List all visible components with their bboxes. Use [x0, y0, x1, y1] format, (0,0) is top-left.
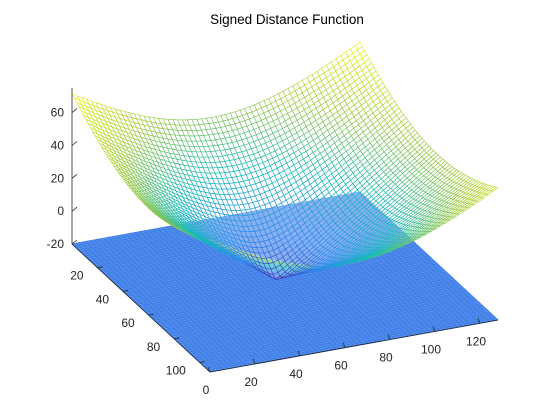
plane-grid-line — [162, 275, 451, 329]
plane-grid-line — [175, 287, 464, 341]
z-tick-label: 20 — [51, 171, 65, 185]
plane-grid-line — [166, 279, 455, 333]
z-tick-mark — [71, 173, 78, 179]
x-tick-label: 80 — [379, 351, 393, 365]
x-tick-label: 60 — [334, 359, 348, 373]
plane-grid-line — [164, 277, 453, 331]
plane-grid-line — [203, 313, 492, 367]
plane-grid-line — [181, 293, 471, 347]
plane-grid-line — [91, 209, 380, 263]
x-tick-label: 0 — [203, 383, 210, 397]
plane-grid-line — [205, 315, 494, 369]
plane-grid-line — [192, 303, 481, 357]
x-tick-label: 120 — [466, 334, 486, 348]
plane-grid-line — [186, 297, 475, 351]
plane-grid-line — [207, 317, 496, 371]
z-tick-label: 0 — [57, 204, 64, 218]
plane-grid-line — [145, 259, 434, 313]
plane-grid-line — [147, 261, 436, 315]
plane-grid-line — [97, 215, 386, 269]
z-tick-label: 60 — [51, 106, 65, 120]
y-tick-label: 40 — [96, 292, 110, 306]
plane-grid-line — [188, 299, 477, 353]
y-tick-label: 100 — [166, 364, 186, 378]
plane-grid-line — [196, 307, 486, 361]
plane-grid-line — [87, 205, 376, 259]
y-tick-label: 20 — [70, 269, 84, 283]
x-tick-label: 20 — [244, 375, 258, 389]
plane-grid-line — [158, 271, 447, 325]
plane-grid-line — [194, 305, 483, 359]
plane-grid-line — [151, 265, 440, 319]
plane-grid-line — [171, 283, 460, 337]
x-tick-label: 40 — [289, 367, 303, 381]
plane-grid-line — [138, 253, 427, 307]
plane-grid-line — [153, 267, 443, 321]
z-tick-mark — [71, 141, 78, 146]
chart-title: Signed Distance Function — [210, 12, 364, 27]
y-tick-label: 60 — [121, 316, 135, 330]
plane-grid-line — [99, 217, 389, 271]
z-tick-mark — [71, 206, 78, 212]
z-tick-mark — [71, 108, 78, 113]
plane-grid-line — [168, 281, 458, 335]
z-tick-label: -20 — [47, 237, 65, 251]
z-tick-label: 40 — [51, 139, 65, 153]
mesh-surface — [71, 41, 499, 281]
plane-grid-line — [143, 257, 432, 311]
plane-grid-line — [106, 223, 395, 277]
plane-grid-line — [80, 199, 369, 253]
plane-grid-line — [160, 273, 449, 327]
plane-grid-line — [199, 309, 488, 363]
plane-grid-line — [156, 269, 445, 323]
plane-grid-line — [184, 295, 473, 349]
plane-grid-line — [104, 221, 393, 275]
x-tick-label: 100 — [421, 342, 441, 356]
plane-grid-line — [173, 285, 462, 339]
plane-grid-line — [190, 301, 479, 355]
plane-grid-line — [201, 311, 490, 365]
plane-grid-line — [140, 255, 430, 309]
y-tick-label: 80 — [147, 340, 161, 354]
plane-grid-line — [179, 291, 468, 345]
plane-grid-line — [149, 263, 438, 317]
plane-grid-line — [177, 289, 466, 343]
